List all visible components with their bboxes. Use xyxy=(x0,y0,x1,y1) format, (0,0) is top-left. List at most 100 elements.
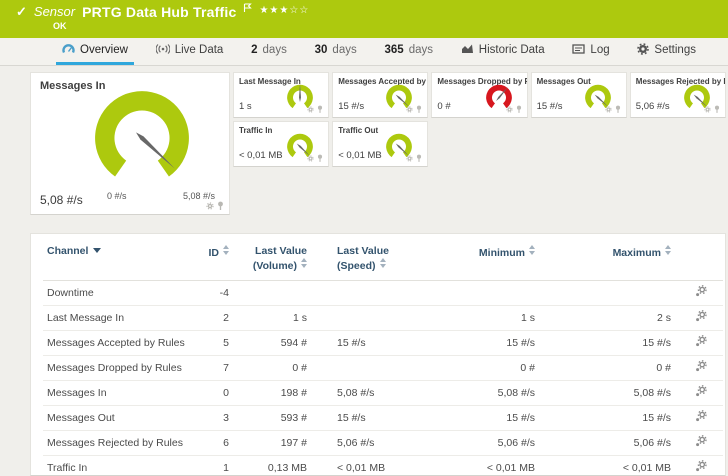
pin-icon[interactable] xyxy=(516,105,522,113)
gauge-value: < 0,01 MB xyxy=(239,150,283,161)
channel-settings-button[interactable] xyxy=(675,305,723,331)
minimum-value: 15 #/s xyxy=(407,405,539,431)
channel-settings-button[interactable] xyxy=(675,355,723,381)
mini-gauge xyxy=(485,83,513,111)
last-value-speed xyxy=(311,305,407,331)
sensor-status-header: ✓ Sensor PRTG Data Hub Traffic ★★★☆☆ OK xyxy=(0,0,728,38)
wrench-icon xyxy=(696,285,707,297)
minimum-value: 5,06 #/s xyxy=(407,430,539,456)
channel-name: Messages Accepted by Rules xyxy=(43,330,191,356)
ok-check-icon: ✓ xyxy=(16,4,27,19)
gear-icon[interactable] xyxy=(206,201,214,210)
gauge-value: 15 #/s xyxy=(338,101,365,112)
gear-icon[interactable] xyxy=(605,105,612,113)
wrench-icon xyxy=(696,360,707,372)
tab-365-days[interactable]: 365 days xyxy=(384,44,433,56)
gear-icon[interactable] xyxy=(406,105,414,113)
last-value-volume: 0 # xyxy=(233,355,311,381)
gauge-icon xyxy=(62,43,75,57)
last-value-speed: 15 #/s xyxy=(311,330,407,356)
minimum-value: < 0,01 MB xyxy=(407,455,539,475)
gear-icon[interactable] xyxy=(406,154,414,162)
tab-2-days[interactable]: 2 days xyxy=(251,44,287,56)
gauge-value: 15 #/s xyxy=(536,101,563,112)
sort-desc-icon xyxy=(93,248,102,253)
mini-gauge-card: Messages Rejected by Rules 5,06 #/s xyxy=(629,72,726,118)
channel-id: -4 xyxy=(191,280,233,306)
gauges-section: Messages In 0 #/s 5,08 #/s 5,08 #/s Last… xyxy=(30,72,726,215)
tab-historic-data[interactable]: Historic Data xyxy=(455,38,551,65)
mini-gauge xyxy=(385,83,413,111)
live-data-icon xyxy=(155,43,171,57)
tab-settings[interactable]: Settings xyxy=(631,38,702,65)
gauge-title: Messages In xyxy=(40,80,106,92)
wrench-icon xyxy=(696,310,707,322)
gauge-title: Messages Accepted by Rules xyxy=(338,77,427,86)
column-header-last-value-volume[interactable]: Last Value (Volume) xyxy=(233,236,311,281)
channel-id: 5 xyxy=(191,330,233,356)
mini-gauge-card: Messages Out 15 #/s xyxy=(530,72,627,118)
column-header-id[interactable]: ID xyxy=(191,236,233,281)
tab-live-data[interactable]: Live Data xyxy=(150,38,230,65)
sort-icon xyxy=(379,258,386,268)
messages-in-gauge xyxy=(91,85,193,187)
gear-icon[interactable] xyxy=(505,105,513,113)
mini-gauge-card: Last Message In 1 s xyxy=(233,72,330,118)
pin-icon[interactable] xyxy=(416,105,422,113)
object-kind-label: Sensor xyxy=(33,4,76,19)
mini-gauge-grid: Last Message In 1 s Messages Accepted by… xyxy=(233,72,726,215)
historic-data-icon xyxy=(461,43,474,57)
channel-row: Messages Rejected by Rules 6 197 # 5,06 … xyxy=(43,430,723,456)
star-rating[interactable]: ★★★☆☆ xyxy=(259,4,310,16)
mini-gauge-card: Traffic Out < 0,01 MB xyxy=(332,121,429,167)
column-header-maximum[interactable]: Maximum xyxy=(539,236,675,281)
last-value-volume: 594 # xyxy=(233,330,311,356)
channel-settings-button[interactable] xyxy=(675,380,723,406)
gear-icon[interactable] xyxy=(704,105,711,113)
mini-gauge xyxy=(584,83,612,111)
gauge-title: Last Message In xyxy=(239,77,301,86)
last-value-speed: 5,06 #/s xyxy=(311,430,407,456)
channel-settings-button[interactable] xyxy=(675,330,723,356)
channel-settings-button[interactable] xyxy=(675,280,723,306)
maximum-value: < 0,01 MB xyxy=(539,455,675,475)
table-header-row: Channel ID Last Value (Volume) Last Value… xyxy=(43,236,723,281)
last-value-volume xyxy=(233,280,311,306)
channel-row: Messages In 0 198 # 5,08 #/s 5,08 #/s 5,… xyxy=(43,380,723,406)
pin-icon[interactable] xyxy=(317,154,323,162)
last-value-speed xyxy=(311,280,407,306)
channel-name: Last Message In xyxy=(43,305,191,331)
channel-settings-button[interactable] xyxy=(675,455,723,475)
channel-id: 6 xyxy=(191,430,233,456)
gauge-title: Messages Dropped by Rules xyxy=(437,77,526,86)
last-value-speed: 5,08 #/s xyxy=(311,380,407,406)
pin-icon[interactable] xyxy=(217,201,224,210)
maximum-value: 0 # xyxy=(539,355,675,381)
channel-settings-button[interactable] xyxy=(675,430,723,456)
gauge-scale-max: 5,08 #/s xyxy=(182,191,215,201)
gear-icon xyxy=(637,42,650,58)
gear-icon[interactable] xyxy=(307,105,314,113)
wrench-icon xyxy=(696,410,707,422)
gauge-value: 5,06 #/s xyxy=(635,101,670,112)
column-header-channel[interactable]: Channel xyxy=(43,236,191,281)
pin-icon[interactable] xyxy=(317,105,323,113)
minimum-value: 1 s xyxy=(407,305,539,331)
pin-icon[interactable] xyxy=(714,105,720,113)
gauge-title: Messages Out xyxy=(536,77,591,86)
tab-30-days[interactable]: 30 days xyxy=(314,44,357,56)
tab-log[interactable]: Log xyxy=(566,38,615,65)
pin-icon[interactable] xyxy=(615,105,621,113)
last-value-volume: 1 s xyxy=(233,305,311,331)
gear-icon[interactable] xyxy=(307,154,314,162)
pin-icon[interactable] xyxy=(416,154,422,162)
gauge-value: 1 s xyxy=(239,101,252,112)
tab-overview[interactable]: Overview xyxy=(56,38,134,65)
last-value-speed: 15 #/s xyxy=(311,405,407,431)
mini-gauge xyxy=(385,132,413,160)
channel-name: Messages Out xyxy=(43,405,191,431)
channel-id: 3 xyxy=(191,405,233,431)
column-header-minimum[interactable]: Minimum xyxy=(407,236,539,281)
column-header-last-value-speed[interactable]: Last Value (Speed) xyxy=(311,236,407,281)
channel-settings-button[interactable] xyxy=(675,405,723,431)
